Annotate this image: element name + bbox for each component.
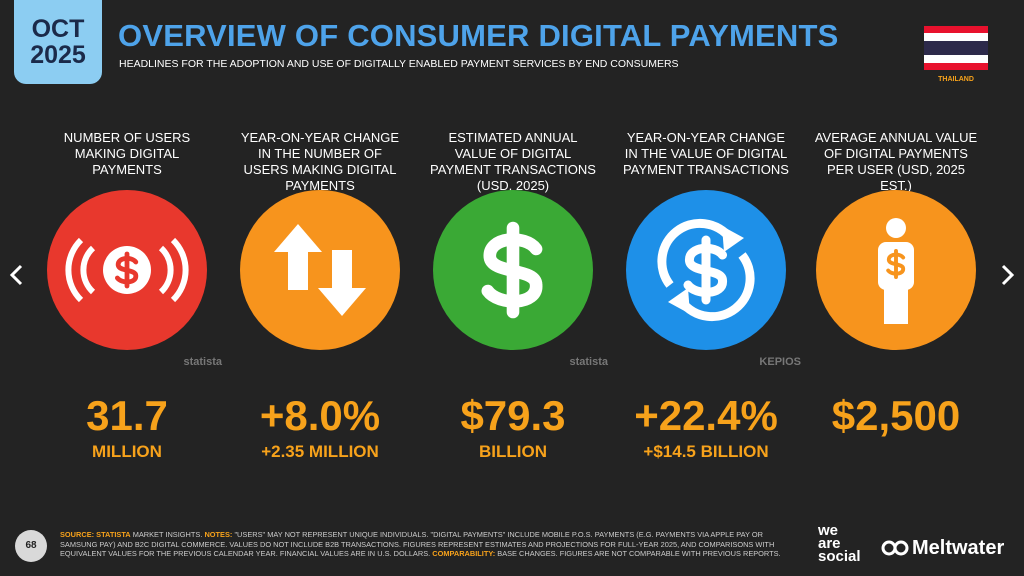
- card-label: ESTIMATED ANNUAL VALUE OF DIGITAL PAYMEN…: [430, 130, 596, 193]
- card: ESTIMATED ANNUAL VALUE OF DIGITAL PAYMEN…: [418, 130, 608, 461]
- note-part: SOURCE:: [60, 530, 95, 539]
- card-icon: [433, 190, 593, 350]
- card: YEAR-ON-YEAR CHANGE IN THE VALUE OF DIGI…: [611, 130, 801, 461]
- note-part: COMPARABILITY:: [432, 549, 496, 558]
- notes: SOURCE: STATISTA MARKET INSIGHTS. NOTES:…: [60, 530, 790, 559]
- card-value: $2,500: [831, 392, 961, 439]
- card-icon: [47, 190, 207, 350]
- brand-word: are: [818, 535, 841, 552]
- card-value: 31.7: [86, 392, 168, 439]
- credit: statista: [569, 356, 608, 368]
- brand-word: social: [818, 548, 861, 565]
- card-value: +8.0%: [259, 392, 381, 439]
- year: 2025: [30, 41, 86, 69]
- month: OCT: [31, 15, 85, 43]
- card-value: $79.3: [460, 392, 566, 439]
- flag: [924, 26, 988, 70]
- card-sub: +$14.5 BILLION: [643, 442, 769, 461]
- card-label: NUMBER OF USERS MAKING DIGITAL PAYMENTS: [63, 130, 191, 177]
- brand-meltwater: Meltwater: [912, 537, 1005, 559]
- date-badge: OCT 2025: [14, 0, 102, 84]
- card: YEAR-ON-YEAR CHANGE IN THE NUMBER OF USE…: [225, 130, 415, 461]
- card-label: YEAR-ON-YEAR CHANGE IN THE NUMBER OF USE…: [240, 130, 400, 193]
- card-sub: +2.35 MILLION: [261, 442, 379, 461]
- note-part: NOTES:: [204, 530, 233, 539]
- note-part: "USERS" MAY NOT REPRESENT UNIQUE INDIVID…: [60, 530, 775, 558]
- credit: statista: [183, 356, 222, 368]
- card-icon: [816, 190, 976, 350]
- prev-arrow[interactable]: [6, 262, 26, 288]
- card-sub: BILLION: [479, 442, 547, 461]
- next-arrow[interactable]: [998, 262, 1018, 288]
- card-label: AVERAGE ANNUAL VALUE OF DIGITAL PAYMENTS…: [814, 130, 978, 193]
- card-icon: [240, 190, 400, 350]
- note-part: MARKET INSIGHTS.: [132, 530, 203, 539]
- page-number: 68: [15, 530, 47, 562]
- card: NUMBER OF USERS MAKING DIGITAL PAYMENTS s…: [32, 130, 222, 461]
- title: OVERVIEW OF CONSUMER DIGITAL PAYMENTS: [118, 18, 839, 53]
- card-icon: [626, 190, 786, 350]
- card-value: +22.4%: [634, 392, 778, 439]
- credit: KEPIOS: [759, 356, 801, 368]
- card-label: YEAR-ON-YEAR CHANGE IN THE VALUE OF DIGI…: [623, 130, 789, 177]
- brand-we-are-social: we are social: [818, 522, 861, 565]
- card: AVERAGE ANNUAL VALUE OF DIGITAL PAYMENTS…: [801, 130, 991, 439]
- subtitle: HEADLINES FOR THE ADOPTION AND USE OF DI…: [119, 58, 679, 70]
- note-part: STATISTA: [96, 530, 131, 539]
- country: THAILAND: [938, 76, 974, 83]
- meltwater-logo: [881, 540, 909, 556]
- card-sub: MILLION: [92, 442, 162, 461]
- note-part: BASE CHANGES. FIGURES ARE NOT COMPARABLE…: [497, 549, 781, 558]
- brand-word: we: [818, 522, 839, 539]
